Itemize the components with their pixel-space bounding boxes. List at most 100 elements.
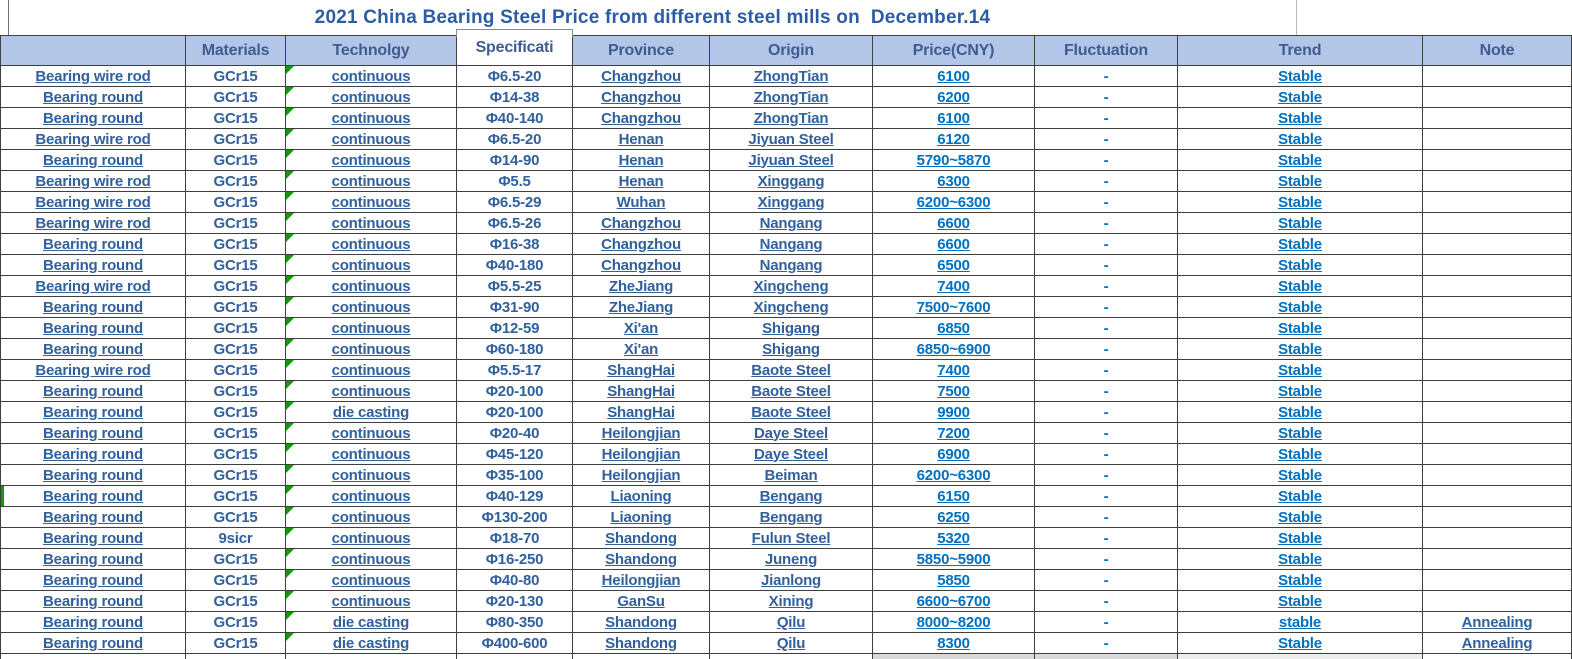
cell-fluctuation[interactable]: -: [1035, 570, 1178, 591]
cell-origin[interactable]: Shigang: [710, 339, 873, 360]
cell-product[interactable]: Bearing wire rod: [0, 66, 186, 87]
cell-product[interactable]: Bearing round: [0, 87, 186, 108]
cell-fluctuation[interactable]: -: [1035, 255, 1178, 276]
cell-specification[interactable]: Φ40-180: [457, 255, 573, 276]
cell-material[interactable]: GCr15: [186, 591, 286, 612]
cell-technology[interactable]: continuous: [286, 87, 457, 108]
cell-technology[interactable]: continuous: [286, 339, 457, 360]
cell-fluctuation[interactable]: -: [1035, 339, 1178, 360]
cell-technology[interactable]: continuous: [286, 381, 457, 402]
cell-trend[interactable]: Stable: [1178, 549, 1423, 570]
cell-origin[interactable]: Nangang: [710, 234, 873, 255]
cell-technology[interactable]: die casting: [286, 402, 457, 423]
cell-origin[interactable]: Xingcheng: [710, 297, 873, 318]
cell-product[interactable]: Bearing round: [0, 255, 186, 276]
cell-note[interactable]: [1423, 381, 1572, 402]
cell-fluctuation[interactable]: -: [1035, 633, 1178, 654]
cell-province[interactable]: Changzhou: [573, 87, 710, 108]
cell-price[interactable]: 6600: [873, 234, 1035, 255]
cell-material[interactable]: GCr15: [186, 486, 286, 507]
cell-note[interactable]: [1423, 255, 1572, 276]
cell-province[interactable]: Changzhou: [573, 234, 710, 255]
cell-price[interactable]: 5320: [873, 528, 1035, 549]
cell-material[interactable]: GCr15: [186, 234, 286, 255]
cell-material[interactable]: GCr15: [186, 318, 286, 339]
cell-trend[interactable]: Stable: [1178, 402, 1423, 423]
cell-specification[interactable]: Φ20-100: [457, 402, 573, 423]
cell-fluctuation[interactable]: -: [1035, 213, 1178, 234]
cell-note[interactable]: [1423, 192, 1572, 213]
cell-origin[interactable]: Xingcheng: [710, 276, 873, 297]
cell-fluctuation[interactable]: -: [1035, 129, 1178, 150]
cell-product[interactable]: Bearing round: [0, 444, 186, 465]
column-header-province[interactable]: Province: [573, 36, 710, 66]
cell-origin[interactable]: Baote Steel: [710, 402, 873, 423]
cell-price[interactable]: 7400: [873, 276, 1035, 297]
cell-product[interactable]: Bearing round: [0, 108, 186, 129]
cell-note[interactable]: [1423, 213, 1572, 234]
cell-trend[interactable]: Stable: [1178, 192, 1423, 213]
cell-trend[interactable]: Stable: [1178, 444, 1423, 465]
column-header-origin[interactable]: Origin: [710, 36, 873, 66]
cell-material[interactable]: GCr15: [186, 213, 286, 234]
cell-specification[interactable]: Φ60-180: [457, 339, 573, 360]
cell-specification[interactable]: Φ18-70: [457, 528, 573, 549]
column-header-material[interactable]: Materials: [186, 36, 286, 66]
cell-product[interactable]: Bearing round: [0, 381, 186, 402]
cell-technology[interactable]: continuous: [286, 66, 457, 87]
cell-fluctuation[interactable]: -: [1035, 591, 1178, 612]
cell-province[interactable]: Liaoning: [573, 507, 710, 528]
cell-province[interactable]: Shandong: [573, 633, 710, 654]
cell-origin[interactable]: Bengang: [710, 486, 873, 507]
cell-specification[interactable]: Φ20-100: [457, 381, 573, 402]
cell-specification[interactable]: Φ40-129: [457, 486, 573, 507]
cell-technology[interactable]: continuous: [286, 192, 457, 213]
cell-note[interactable]: [1423, 444, 1572, 465]
cell-note[interactable]: [1423, 276, 1572, 297]
cell-province[interactable]: Heilongjian: [573, 444, 710, 465]
cell-origin[interactable]: Xining: [710, 591, 873, 612]
column-header-price[interactable]: Price(CNY): [873, 36, 1035, 66]
cell-product[interactable]: Bearing wire rod: [0, 213, 186, 234]
cell-note[interactable]: [1423, 528, 1572, 549]
cell-price[interactable]: 6200: [873, 87, 1035, 108]
cell-province[interactable]: Heilongjian: [573, 465, 710, 486]
cell-product[interactable]: Bearing round: [0, 549, 186, 570]
cell-fluctuation[interactable]: -: [1035, 171, 1178, 192]
cell-price[interactable]: 6850~6900: [873, 339, 1035, 360]
cell-fluctuation[interactable]: -: [1035, 87, 1178, 108]
cell-note[interactable]: [1423, 591, 1572, 612]
cell-technology[interactable]: continuous: [286, 213, 457, 234]
cell-origin[interactable]: Bengang: [710, 507, 873, 528]
cell-origin[interactable]: Fulun Steel: [710, 528, 873, 549]
cell-product[interactable]: Bearing wire rod: [0, 276, 186, 297]
cell-specification[interactable]: Φ400-600: [457, 633, 573, 654]
cell-product[interactable]: Bearing round: [0, 633, 186, 654]
cell-specification[interactable]: Φ6.5-20: [457, 129, 573, 150]
cell-province[interactable]: Changzhou: [573, 108, 710, 129]
cell-specification[interactable]: Φ6.5-29: [457, 192, 573, 213]
cell-origin[interactable]: Qilu: [710, 612, 873, 633]
cell-material[interactable]: GCr15: [186, 255, 286, 276]
cell-note[interactable]: [1423, 171, 1572, 192]
cell-note[interactable]: [1423, 570, 1572, 591]
cell-fluctuation[interactable]: -: [1035, 507, 1178, 528]
cell-province[interactable]: Henan: [573, 129, 710, 150]
cell-note[interactable]: [1423, 423, 1572, 444]
cell-technology[interactable]: continuous: [286, 465, 457, 486]
cell-product[interactable]: Bearing round: [0, 465, 186, 486]
cell-price[interactable]: 6500: [873, 255, 1035, 276]
cell-material[interactable]: GCr15: [186, 360, 286, 381]
cell-material[interactable]: GCr15: [186, 507, 286, 528]
cell-technology[interactable]: continuous: [286, 528, 457, 549]
cell-origin[interactable]: Baote Steel: [710, 360, 873, 381]
cell-fluctuation[interactable]: -: [1035, 528, 1178, 549]
cell-specification[interactable]: Φ6.5-26: [457, 213, 573, 234]
cell-trend[interactable]: Stable: [1178, 150, 1423, 171]
cell-note[interactable]: [1423, 549, 1572, 570]
cell-material[interactable]: GCr15: [186, 150, 286, 171]
cell-origin[interactable]: Daye Steel: [710, 423, 873, 444]
cell-material[interactable]: GCr15: [186, 465, 286, 486]
cell-origin[interactable]: Xinggang: [710, 171, 873, 192]
cell-note[interactable]: [1423, 234, 1572, 255]
